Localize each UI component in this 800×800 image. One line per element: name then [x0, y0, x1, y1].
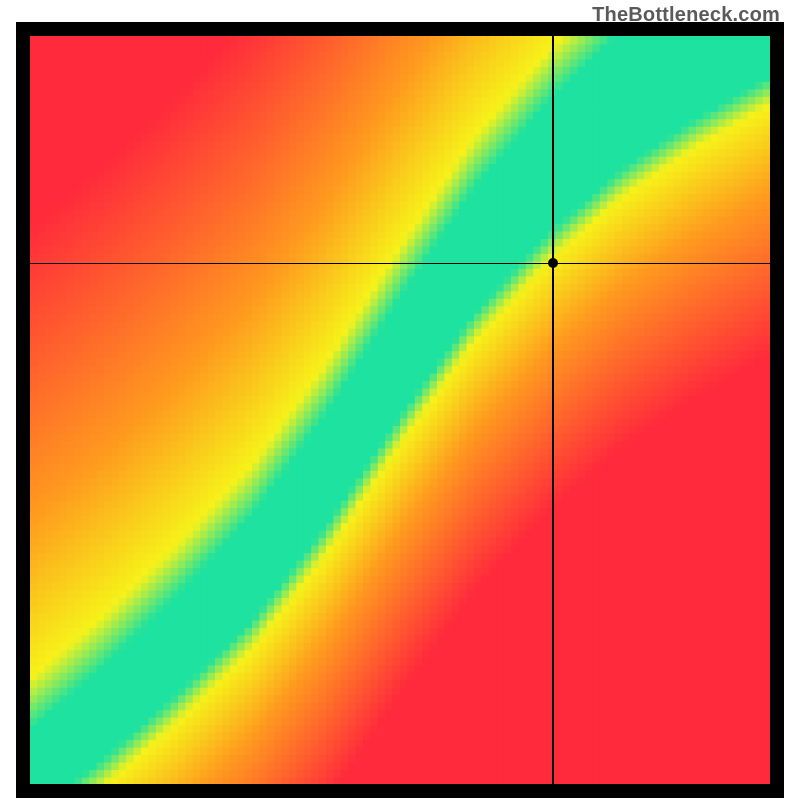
crosshair-vertical — [552, 36, 553, 784]
crosshair-horizontal — [30, 263, 770, 264]
bottleneck-heatmap — [30, 36, 770, 784]
chart-container: TheBottleneck.com — [0, 0, 800, 800]
